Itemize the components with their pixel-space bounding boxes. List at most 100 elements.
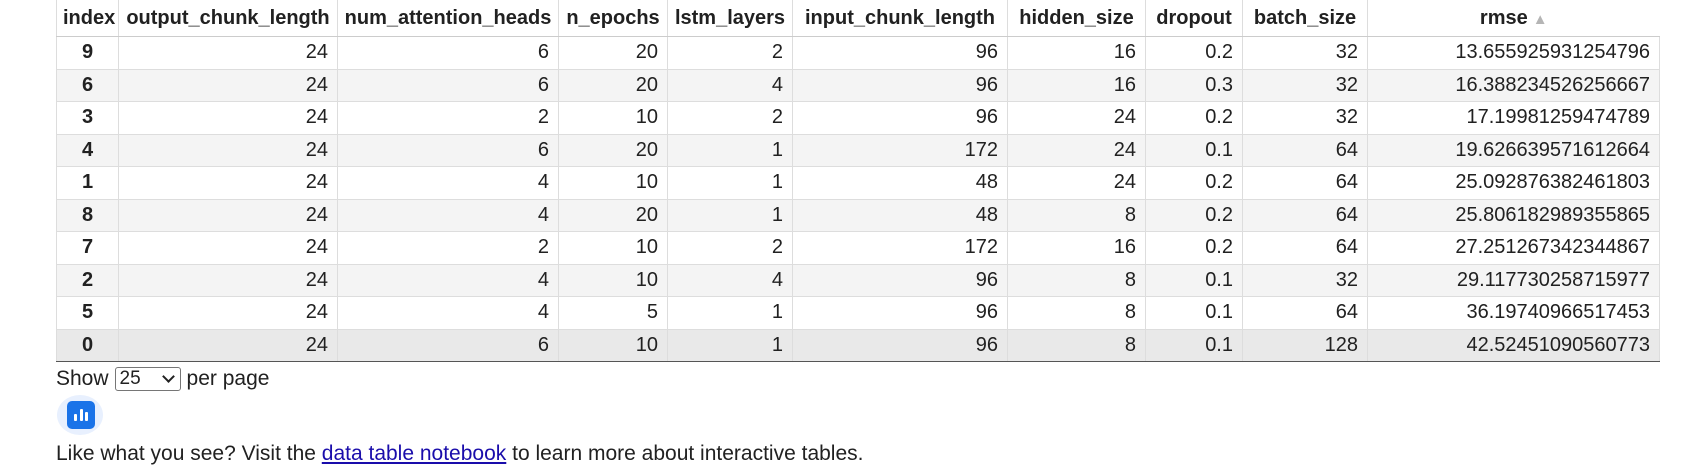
cell-num-attention-heads: 6 [337,36,559,70]
table-row: 1 24 4 10 1 48 24 0.2 64 25.092876382461803 [56,166,1660,200]
cell-num-attention-heads: 4 [337,296,559,330]
cell-rmse: 16.388234526256667 [1367,69,1660,102]
cell-index: 1 [56,166,119,200]
table-row: 2 24 4 10 4 96 8 0.1 32 29.117730258715977 [56,264,1660,297]
column-header-rmse[interactable]: rmse ▲ [1367,0,1660,37]
cell-index: 5 [56,296,119,330]
cell-input-chunk-length: 172 [792,231,1008,265]
cell-hidden-size: 24 [1007,166,1146,200]
cell-lstm-layers: 1 [667,199,793,232]
cell-rmse: 19.626639571612664 [1367,134,1660,167]
table-row: 4 24 6 20 1 172 24 0.1 64 19.626639571612664 [56,134,1660,167]
cell-output-chunk-length: 24 [118,101,338,135]
column-header-hidden-size[interactable]: hidden_size [1007,0,1146,37]
cell-hidden-size: 16 [1007,69,1146,102]
cell-n-epochs: 10 [558,166,668,200]
cell-index: 3 [56,101,119,135]
cell-input-chunk-length: 96 [792,264,1008,297]
cell-n-epochs: 10 [558,329,668,362]
cell-num-attention-heads: 2 [337,231,559,265]
column-header-output-chunk-length[interactable]: output_chunk_length [118,0,338,37]
cell-batch-size: 64 [1242,199,1368,232]
cell-num-attention-heads: 6 [337,134,559,167]
cell-num-attention-heads: 4 [337,166,559,200]
column-header-index[interactable]: index [56,0,119,37]
table-row: 0 24 6 10 1 96 8 0.1 128 42.52451090560773 [56,329,1660,362]
cell-n-epochs: 5 [558,296,668,330]
chevron-down-icon [161,370,175,383]
data-table-notebook-link[interactable]: data table notebook [321,442,507,465]
table-row: 9 24 6 20 2 96 16 0.2 32 13.655925931254796 [56,36,1660,70]
cell-input-chunk-length: 96 [792,329,1008,362]
cell-output-chunk-length: 24 [118,264,338,297]
cell-batch-size: 32 [1242,69,1368,102]
cell-rmse: 42.52451090560773 [1367,329,1660,362]
cell-dropout: 0.1 [1145,264,1243,297]
cell-hidden-size: 8 [1007,329,1146,362]
bar-chart-icon-bar [85,412,88,421]
cell-output-chunk-length: 24 [118,329,338,362]
header-row: index output_chunk_length num_attention_… [56,0,1660,37]
cell-output-chunk-length: 24 [118,199,338,232]
suggest-chart-button[interactable] [67,401,95,429]
cell-rmse: 25.806182989355865 [1367,199,1660,232]
cell-input-chunk-length: 48 [792,199,1008,232]
cell-batch-size: 32 [1242,264,1368,297]
data-table-container: index output_chunk_length num_attention_… [56,0,1660,362]
cell-num-attention-heads: 4 [337,199,559,232]
cell-rmse: 36.19740966517453 [1367,296,1660,330]
footer-text-after: to learn more about interactive tables. [506,442,864,465]
cell-dropout: 0.3 [1145,69,1243,102]
cell-lstm-layers: 1 [667,166,793,200]
cell-rmse: 27.251267342344867 [1367,231,1660,265]
cell-lstm-layers: 1 [667,329,793,362]
cell-lstm-layers: 4 [667,264,793,297]
cell-lstm-layers: 1 [667,296,793,330]
cell-dropout: 0.2 [1145,199,1243,232]
show-label: Show [56,367,109,390]
table-row: 7 24 2 10 2 172 16 0.2 64 27.251267342344867 [56,231,1660,265]
per-page-select[interactable]: 25 [114,367,181,391]
cell-num-attention-heads: 2 [337,101,559,135]
cell-batch-size: 64 [1242,166,1368,200]
cell-input-chunk-length: 96 [792,296,1008,330]
cell-output-chunk-length: 24 [118,69,338,102]
cell-n-epochs: 10 [558,264,668,297]
cell-hidden-size: 24 [1007,134,1146,167]
cell-output-chunk-length: 24 [118,296,338,330]
cell-lstm-layers: 4 [667,69,793,102]
cell-rmse: 25.092876382461803 [1367,166,1660,200]
cell-output-chunk-length: 24 [118,231,338,265]
column-header-num-attention-heads[interactable]: num_attention_heads [337,0,559,37]
data-table: index output_chunk_length num_attention_… [56,0,1660,362]
cell-batch-size: 32 [1242,101,1368,135]
cell-batch-size: 32 [1242,36,1368,70]
cell-dropout: 0.2 [1145,101,1243,135]
cell-n-epochs: 10 [558,101,668,135]
cell-input-chunk-length: 96 [792,69,1008,102]
column-header-rmse-label: rmse [1479,6,1528,29]
cell-n-epochs: 20 [558,69,668,102]
column-header-batch-size[interactable]: batch_size [1242,0,1368,37]
column-header-dropout[interactable]: dropout [1145,0,1243,37]
table-body: 9 24 6 20 2 96 16 0.2 32 13.655925931254796 6 24 6 20… [56,36,1660,362]
cell-dropout: 0.2 [1145,231,1243,265]
cell-n-epochs: 10 [558,231,668,265]
column-header-lstm-layers[interactable]: lstm_layers [667,0,793,37]
cell-batch-size: 64 [1242,296,1368,330]
cell-hidden-size: 16 [1007,36,1146,70]
cell-index: 4 [56,134,119,167]
cell-lstm-layers: 2 [667,36,793,70]
column-header-n-epochs[interactable]: n_epochs [558,0,668,37]
cell-rmse: 13.655925931254796 [1367,36,1660,70]
cell-num-attention-heads: 6 [337,69,559,102]
column-header-input-chunk-length[interactable]: input_chunk_length [792,0,1008,37]
cell-dropout: 0.2 [1145,36,1243,70]
per-page-value: 25 [119,368,141,389]
cell-hidden-size: 8 [1007,296,1146,330]
cell-lstm-layers: 2 [667,101,793,135]
cell-lstm-layers: 1 [667,134,793,167]
table-row: 3 24 2 10 2 96 24 0.2 32 17.19981259474789 [56,101,1660,135]
cell-hidden-size: 8 [1007,264,1146,297]
pagination-control: Show 25 per page [56,364,269,394]
